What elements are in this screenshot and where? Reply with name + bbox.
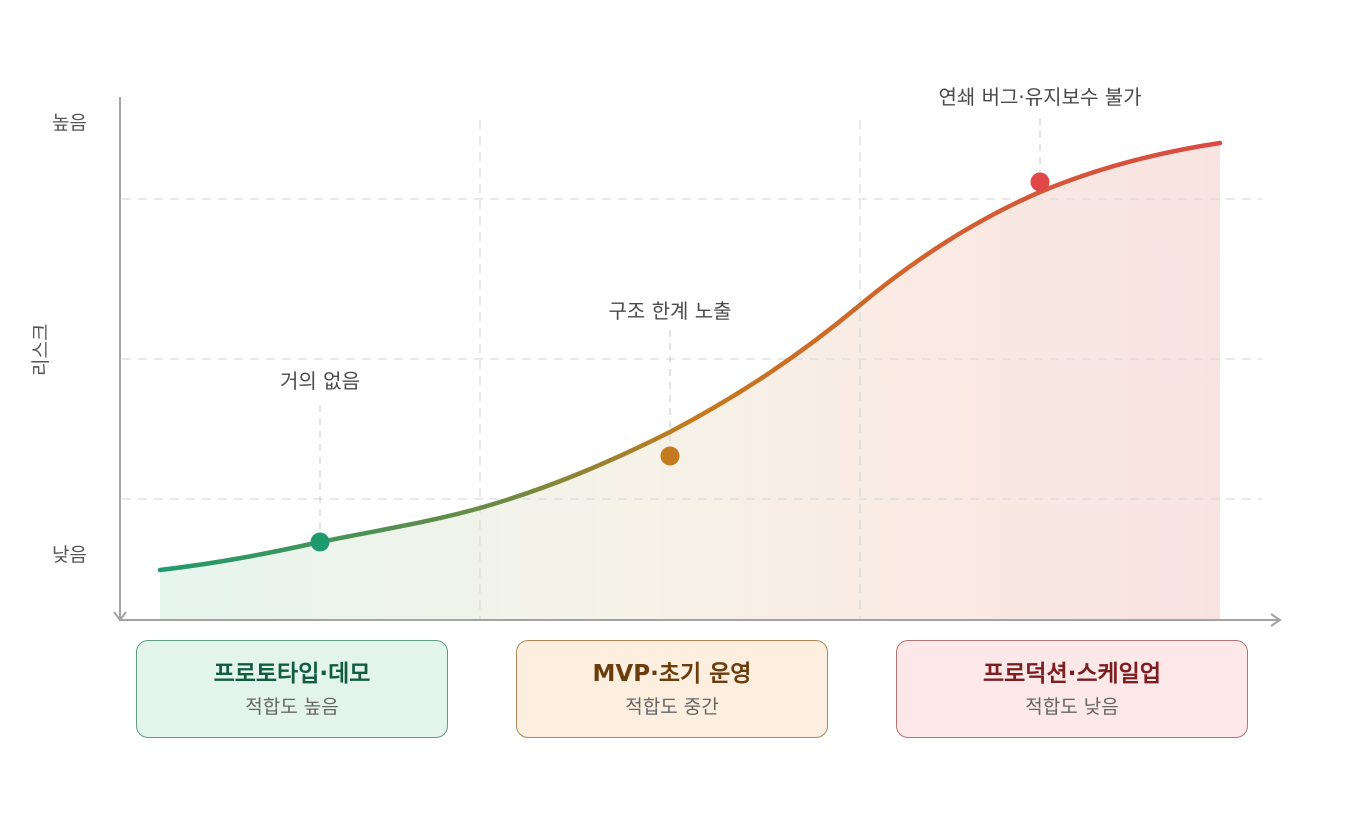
phase-prototype-box: 프로토타입·데모 적합도 높음 bbox=[136, 640, 448, 738]
y-axis-title: 리스크 bbox=[30, 323, 52, 376]
phase-production-subtitle: 적합도 낮음 bbox=[1025, 696, 1119, 718]
annotation-leaders bbox=[319, 118, 1041, 532]
marker-mid-risk bbox=[660, 446, 680, 466]
annotation-mid-risk: 구조 한계 노출 bbox=[608, 299, 732, 323]
marker-low-risk bbox=[310, 532, 330, 552]
vertical-gridlines bbox=[479, 120, 861, 620]
phase-production-box: 프로덕션·스케일업 적합도 낮음 bbox=[896, 640, 1248, 738]
annotation-low-risk: 거의 없음 bbox=[280, 369, 360, 393]
y-tick-high: 높음 bbox=[52, 112, 87, 134]
phase-mvp-box: MVP·초기 운영 적합도 중간 bbox=[516, 640, 828, 738]
axes bbox=[113, 97, 1282, 627]
annotation-high-risk: 연쇄 버그·유지보수 불가 bbox=[938, 85, 1142, 109]
phase-mvp-subtitle: 적합도 중간 bbox=[625, 696, 719, 718]
phase-prototype-title: 프로토타입·데모 bbox=[213, 661, 371, 687]
x-axis-arrow-icon bbox=[1270, 613, 1282, 627]
risk-area-fill bbox=[160, 143, 1220, 620]
phase-prototype-subtitle: 적합도 높음 bbox=[245, 696, 339, 718]
marker-high-risk bbox=[1030, 172, 1050, 192]
phase-mvp-title: MVP·초기 운영 bbox=[592, 661, 752, 687]
y-tick-low: 낮음 bbox=[52, 544, 87, 566]
horizontal-gridlines bbox=[122, 198, 1262, 500]
phase-production-title: 프로덕션·스케일업 bbox=[982, 661, 1162, 687]
